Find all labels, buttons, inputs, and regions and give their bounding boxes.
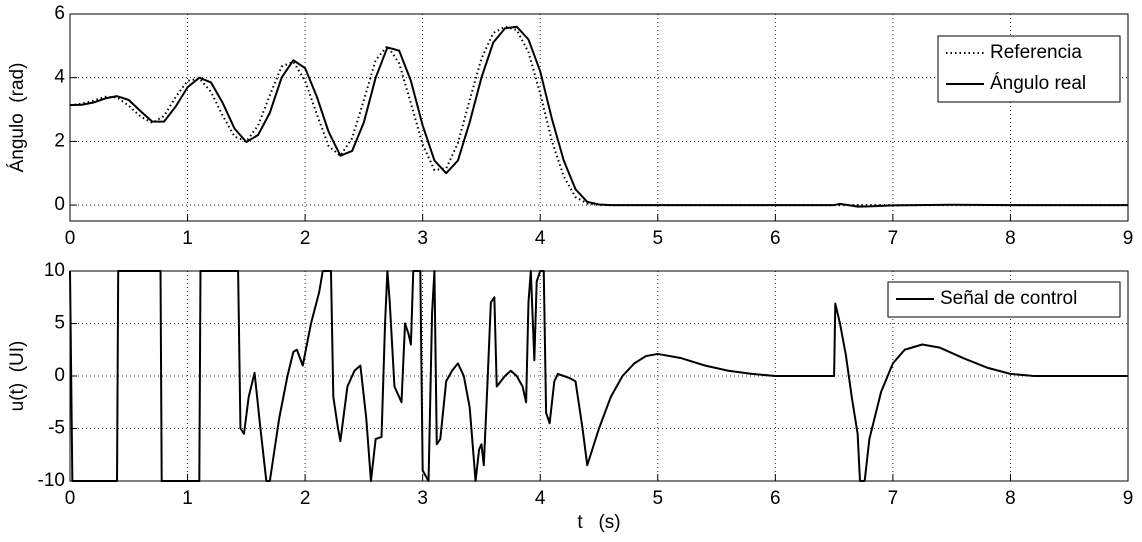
y-axis-label: Ángulo (rad) [7, 63, 28, 173]
legend-label: Señal de control [940, 288, 1077, 309]
legend-label: Referencia [990, 42, 1082, 63]
x-tick-label: 7 [888, 488, 899, 509]
x-tick-label: 9 [1123, 228, 1134, 249]
x-tick-label: 4 [535, 488, 546, 509]
data-line [69, 25, 1128, 208]
x-tick-label: 2 [300, 228, 311, 249]
y-axis-label: u(t) (UI) [7, 341, 28, 412]
x-tick-label: 0 [65, 488, 76, 509]
legend-label: Ángulo real [990, 73, 1086, 94]
axes-frame [69, 13, 1129, 222]
data-line [69, 270, 1128, 482]
axes-frame [69, 270, 1129, 482]
x-tick-label: 5 [652, 488, 663, 509]
x-tick-label: 6 [770, 488, 781, 509]
x-tick-label: 3 [417, 488, 428, 509]
legend-box [937, 35, 1121, 103]
x-tick-label: 8 [1005, 488, 1016, 509]
x-tick-label: 4 [535, 228, 546, 249]
y-tick-label: 0 [54, 365, 65, 386]
y-tick-label: 5 [54, 313, 65, 334]
y-tick-label: -10 [38, 470, 65, 491]
y-tick-label: 0 [54, 194, 65, 215]
x-tick-label: 6 [770, 228, 781, 249]
y-tick-label: 4 [54, 67, 65, 88]
x-tick-label: 1 [182, 228, 193, 249]
x-tick-label: 3 [417, 228, 428, 249]
x-tick-label: 1 [182, 488, 193, 509]
y-tick-label: 2 [54, 130, 65, 151]
y-tick-label: -5 [48, 418, 65, 439]
x-tick-label: 0 [65, 228, 76, 249]
x-tick-label: 2 [300, 488, 311, 509]
x-tick-label: 9 [1123, 488, 1134, 509]
y-tick-label: 6 [54, 3, 65, 24]
x-axis-label: t (s) [577, 512, 620, 533]
x-tick-label: 5 [652, 228, 663, 249]
x-tick-label: 8 [1005, 228, 1016, 249]
x-tick-label: 7 [888, 228, 899, 249]
y-tick-label: 10 [44, 260, 65, 281]
